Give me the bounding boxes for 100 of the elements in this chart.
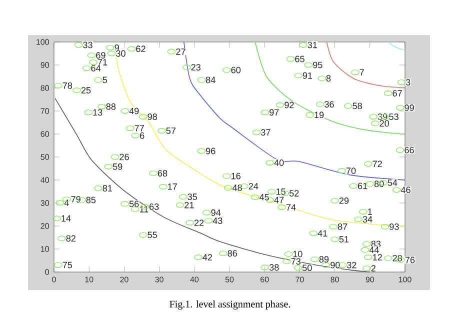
annotation: 56 <box>129 200 139 208</box>
annotation: 86 <box>228 250 237 257</box>
annotation: 12 <box>372 254 382 260</box>
annotation: 52 <box>289 190 299 197</box>
annotation: 70 <box>346 168 356 174</box>
annotation: 72 <box>372 160 382 168</box>
annotation: 50 <box>302 264 312 272</box>
annotation: 21 <box>184 202 194 208</box>
annotation: 60 <box>231 66 241 74</box>
annotation: 2 <box>371 265 376 272</box>
annotation: 40 <box>274 160 284 166</box>
annotation: 94 <box>211 209 221 216</box>
annotation: 5 <box>102 76 108 84</box>
annotation: 29 <box>339 197 349 204</box>
x-tick-label: 30 <box>155 276 164 282</box>
x-tick-label: 70 <box>296 276 304 282</box>
annotation: 48 <box>232 184 242 192</box>
caption: Fig.1. level assignment phase. <box>170 300 290 310</box>
annotation: 41 <box>318 230 328 236</box>
line-series <box>254 42 406 135</box>
annotation: 30 <box>116 50 126 57</box>
annotation: 81 <box>102 185 112 192</box>
y-tick-label: 70 <box>40 108 49 114</box>
annotation: 36 <box>324 101 334 108</box>
annotation: 22 <box>194 220 204 226</box>
x-tick-label: 40 <box>190 276 199 282</box>
annotation: 68 <box>158 170 168 177</box>
annotation: 85 <box>86 196 96 204</box>
x-tick-label: 60 <box>260 276 269 282</box>
annotation: 63 <box>150 203 159 210</box>
annotation: 91 <box>302 72 312 79</box>
annotation: 7 <box>360 69 364 76</box>
annotation: 33 <box>83 42 92 48</box>
annotation: 53 <box>389 114 398 120</box>
x-tick-label: 0 <box>52 276 56 282</box>
annotation: 6 <box>140 132 144 139</box>
annotation: 99 <box>404 104 414 111</box>
annotation: 51 <box>339 236 349 242</box>
annotation: 82 <box>66 235 76 242</box>
annotation: 34 <box>362 216 372 223</box>
annotation: 93 <box>390 223 399 230</box>
annotation: 13 <box>93 109 102 116</box>
annotation: 92 <box>284 102 294 108</box>
annotation: 25 <box>81 87 91 94</box>
annotation: 66 <box>404 146 414 154</box>
y-tick-label: 50 <box>40 154 49 160</box>
annotation: 62 <box>136 46 146 52</box>
annotation: 20 <box>380 120 390 127</box>
annotation: 38 <box>269 264 279 271</box>
y-tick-label: 100 <box>36 39 49 45</box>
annotation: 95 <box>313 62 322 68</box>
annotation: 43 <box>212 217 222 224</box>
y-tick-label: 90 <box>40 62 49 68</box>
annotation: 10 <box>293 250 302 258</box>
x-tick-label: 80 <box>330 276 339 282</box>
x-tick-label: 20 <box>120 276 128 282</box>
annotation: 47 <box>274 196 284 204</box>
annotation: 16 <box>232 172 241 180</box>
annotation: 74 <box>286 204 296 210</box>
annotation: 15 <box>276 188 286 195</box>
annotation: 46 <box>400 186 410 194</box>
annotation: 77 <box>134 125 144 132</box>
y-tick-label: 60 <box>40 131 49 137</box>
annotation: 1 <box>368 208 372 215</box>
annotation: 76 <box>405 256 415 264</box>
annotation: 42 <box>202 254 212 260</box>
annotation: 32 <box>347 262 356 268</box>
annotation: 87 <box>338 223 348 230</box>
annotation: 45 <box>259 194 269 200</box>
annotation: 75 <box>62 262 72 268</box>
y-tick-label: 0 <box>45 269 49 275</box>
annotation: 17 <box>168 184 177 190</box>
annotation: 55 <box>148 232 157 238</box>
annotation: 27 <box>176 48 186 55</box>
annotation: 64 <box>91 64 101 72</box>
annotation: 49 <box>129 108 139 114</box>
annotation: 28 <box>392 254 402 262</box>
x-tick-label: 90 <box>366 276 374 282</box>
annotation: 88 <box>106 103 116 110</box>
annotation: 73 <box>291 258 301 265</box>
annotation: 37 <box>261 129 270 136</box>
annotation: 97 <box>270 109 279 116</box>
annotation: 71 <box>98 59 108 66</box>
annotation: 69 <box>96 52 106 59</box>
y-tick-label: 10 <box>41 246 49 252</box>
annotation: 24 <box>248 183 258 190</box>
annotation: 35 <box>188 194 198 200</box>
annotation: 31 <box>308 42 317 48</box>
y-tick-label: 30 <box>40 200 49 206</box>
annotation: 44 <box>369 246 379 254</box>
annotation: 19 <box>314 112 324 118</box>
annotation: 58 <box>352 102 362 110</box>
x-tick-label: 100 <box>398 276 412 282</box>
annotation: 96 <box>206 148 216 154</box>
annotation: 84 <box>206 76 216 84</box>
y-tick-label: 20 <box>40 223 49 229</box>
annotation: 61 <box>358 182 368 190</box>
annotation: 89 <box>319 256 329 263</box>
annotation: 23 <box>191 64 200 70</box>
annotation: 98 <box>148 114 157 120</box>
